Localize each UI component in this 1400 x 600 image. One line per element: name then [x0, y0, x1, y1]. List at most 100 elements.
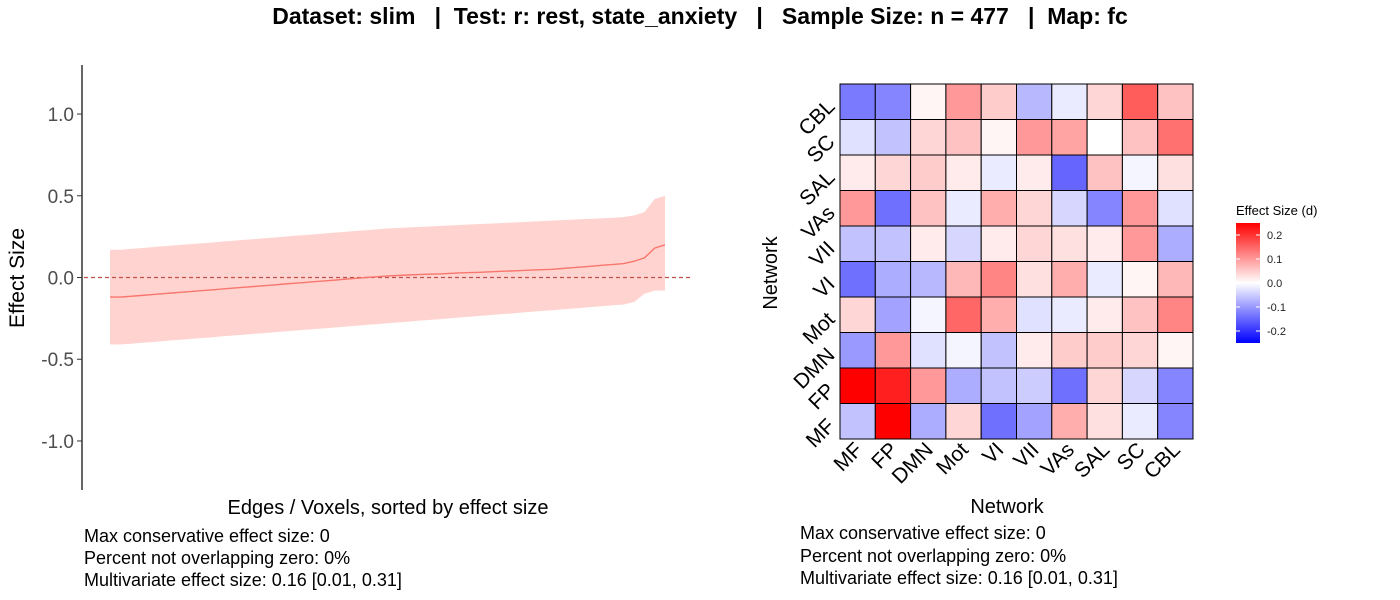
heatmap-cell — [945, 261, 982, 298]
heatmap-cell — [945, 154, 982, 191]
legend-tick-label: 0.1 — [1267, 254, 1282, 266]
heatmap-x-tick-label: SAL — [1070, 438, 1114, 482]
heatmap-cell — [945, 225, 982, 262]
heatmap-cell — [874, 83, 912, 120]
y-tick-label: -1.0 — [41, 432, 74, 453]
heatmap-cell — [1016, 190, 1053, 227]
y-tick-labels: -1.0 -0.5 0.0 0.5 1.0 — [41, 105, 74, 453]
heatmap-cell — [1051, 296, 1088, 333]
heatmap-cell — [1086, 261, 1123, 298]
heatmap-cell — [1016, 119, 1053, 156]
heatmap-cell — [1157, 296, 1194, 333]
heatmap-cell — [1086, 119, 1123, 156]
heatmap-cell — [945, 190, 982, 227]
heatmap-cell — [1121, 296, 1159, 333]
heatmap-cell — [1016, 332, 1053, 369]
heatmap-y-tick-label: CBL — [794, 95, 839, 140]
color-legend: Effect Size (d) 0.2 0.1 0.0 -0.1 -0.2 — [1236, 203, 1317, 343]
heatmap-cell — [1121, 261, 1159, 298]
heatmap-cell — [945, 367, 982, 404]
heatmap-cell — [1086, 367, 1123, 404]
y-axis — [77, 65, 83, 490]
heatmap-cell — [910, 367, 947, 404]
heatmap-cell — [1157, 83, 1194, 120]
heatmap-cell — [910, 190, 947, 227]
heatmap-cell — [1086, 332, 1123, 369]
heatmap-cell — [1051, 261, 1088, 298]
y-tick-label: 0.5 — [48, 187, 74, 208]
heatmap-cell — [874, 190, 912, 227]
heatmap-cell — [980, 119, 1018, 156]
heatmap-tiles — [839, 83, 1194, 440]
heatmap-y-tick-label: Mot — [799, 308, 840, 349]
heatmap-cell — [980, 403, 1018, 440]
heatmap-cell — [1121, 154, 1159, 191]
heatmap-cell — [1051, 403, 1088, 440]
heatmap-cell — [1157, 367, 1194, 404]
heatmap-cell — [910, 403, 947, 440]
x-axis-label: Edges / Voxels, sorted by effect size — [228, 497, 549, 519]
heatmap-cell — [839, 403, 876, 440]
heatmap-cell — [1086, 403, 1123, 440]
heatmap-cell — [839, 83, 876, 120]
heatmap-y-tick-label: MF — [802, 415, 840, 453]
heatmap-cell — [874, 119, 912, 156]
heatmap-cell — [839, 154, 876, 191]
heatmap-cell — [910, 83, 947, 120]
heatmap-cell — [1086, 296, 1123, 333]
heatmap-cell — [1016, 296, 1053, 333]
heatmap-cell — [1157, 261, 1194, 298]
heatmap-x-tick-label: DMN — [888, 438, 938, 488]
heatmap-cell — [839, 190, 876, 227]
heatmap-cell — [910, 225, 947, 262]
heatmap-y-tick-label: VI — [809, 273, 839, 303]
heatmap-y-tick-label: SAL — [795, 166, 839, 210]
heatmap-cell — [1016, 83, 1053, 120]
heatmap-x-tick-label: VI — [978, 438, 1008, 468]
heatmap-y-axis-label: Network — [760, 235, 782, 309]
y-tick-label: 0.0 — [48, 269, 74, 290]
heatmap-cell — [945, 83, 982, 120]
right-stat-max: Max conservative effect size: 0 — [800, 523, 1046, 543]
heatmap-cell — [1157, 154, 1194, 191]
heatmap-cell — [945, 119, 982, 156]
heatmap-cell — [980, 190, 1018, 227]
heatmap-x-axis-label: Network — [970, 496, 1044, 518]
heatmap-cell — [1121, 367, 1159, 404]
heatmap-cell — [839, 261, 876, 298]
heatmap-cell — [874, 367, 912, 404]
heatmap-cell — [1086, 154, 1123, 191]
heatmap-cell — [1121, 119, 1159, 156]
heatmap-cell — [1016, 154, 1053, 191]
heatmap-cell — [980, 261, 1018, 298]
heatmap-cell — [874, 225, 912, 262]
legend-tick-label: -0.1 — [1267, 302, 1286, 314]
heatmap-cell — [1157, 119, 1194, 156]
legend-tick-label: 0.2 — [1267, 230, 1282, 242]
heatmap-cell — [839, 296, 876, 333]
heatmap-cell — [874, 403, 912, 440]
heatmap-x-tick-label: MF — [829, 438, 867, 476]
heatmap-cell — [1016, 261, 1053, 298]
heatmap-cell — [1157, 332, 1194, 369]
heatmap-cell — [1016, 367, 1053, 404]
heatmap-cell — [839, 225, 876, 262]
heatmap-cell — [980, 154, 1018, 191]
heatmap-cell — [1051, 190, 1088, 227]
heatmap-cell — [910, 119, 947, 156]
heatmap-cell — [1051, 119, 1088, 156]
left-stat-percent: Percent not overlapping zero: 0% — [84, 548, 350, 568]
heatmap-cell — [910, 332, 947, 369]
heatmap-cell — [1121, 83, 1159, 120]
heatmap-cell — [1121, 332, 1159, 369]
left-stat-multivariate: Multivariate effect size: 0.16 [0.01, 0.… — [84, 570, 402, 590]
figure-title: Dataset: slim | Test: r: rest, state_anx… — [272, 3, 1128, 29]
heatmap-x-tick-label: VAs — [1037, 438, 1079, 480]
heatmap-y-tick-label: VAs — [797, 202, 839, 244]
left-stats: Max conservative effect size: 0 Percent … — [84, 526, 402, 590]
confidence-ribbon — [110, 195, 665, 345]
heatmap-cell — [1121, 225, 1159, 262]
heatmap-cell — [1016, 225, 1053, 262]
